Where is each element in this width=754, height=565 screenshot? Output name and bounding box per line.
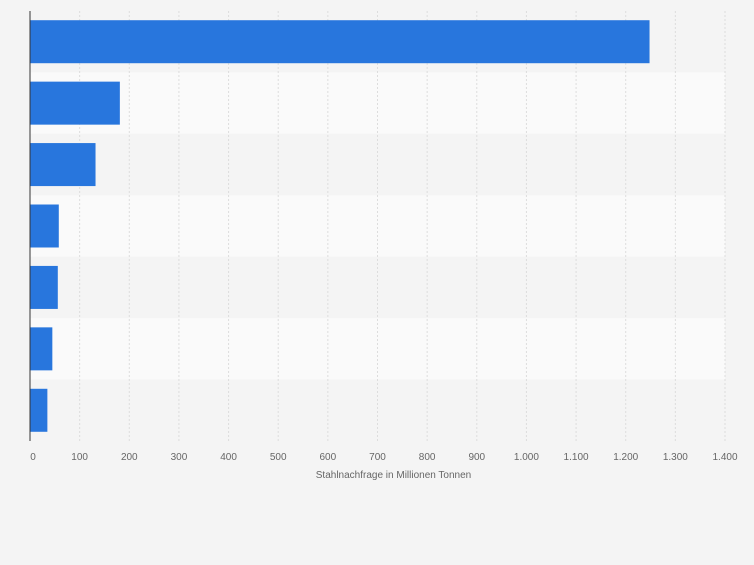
x-tick-label: 800 [419,452,436,463]
bar [30,143,96,187]
bars [30,20,650,432]
row-band [30,195,725,257]
x-tick-label: 400 [220,452,237,463]
bar [30,265,58,309]
x-tick-label: 700 [369,452,386,463]
x-tick-label: 500 [270,452,287,463]
bar [30,81,120,125]
bar [30,388,48,432]
x-axis-title: Stahlnachfrage in Millionen Tonnen [316,470,471,481]
x-tick-label: 600 [320,452,337,463]
x-tick-label: 1.100 [564,452,589,463]
row-band [30,379,725,441]
x-tick-label: 1.200 [613,452,638,463]
x-tick-label: 1.300 [663,452,688,463]
x-tick-label: 1.400 [712,452,737,463]
x-tick-label: 200 [121,452,138,463]
bar [30,204,59,248]
bar [30,20,650,64]
bar [30,327,53,371]
x-tick-label: 100 [71,452,88,463]
x-tick-labels: 0 100 200 300 400 500 600 700 800 900 1.000 1.100 1.… [30,452,738,463]
x-tick-label: 1.000 [514,452,539,463]
x-tick-label: 0 [30,452,36,463]
x-tick-label: 300 [171,452,188,463]
x-tick-label: 900 [468,452,485,463]
